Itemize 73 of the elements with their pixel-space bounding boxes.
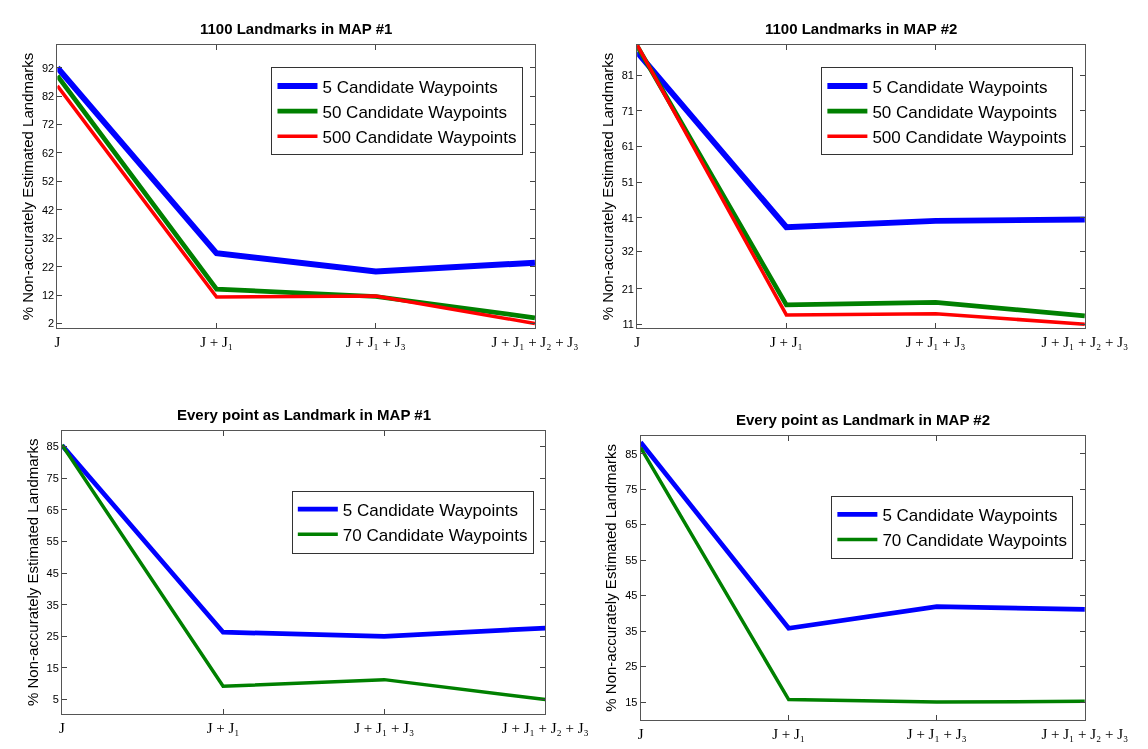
y-tick-label: 2 — [48, 317, 55, 330]
y-tick-label: 61 — [621, 140, 634, 153]
x-tick-label: J + J₁ — [769, 334, 803, 351]
y-tick-label: 85 — [46, 440, 59, 453]
x-tick-label: J + J₁ + J₃ — [905, 334, 966, 351]
x-tick-label: J + J₁ + J₃ — [354, 719, 415, 736]
y-tick-label: 55 — [46, 535, 59, 548]
y-tick-label: 35 — [46, 598, 59, 611]
legend-label: 70 Candidate Waypoints — [882, 531, 1067, 551]
y-tick-label: 5 — [52, 693, 59, 706]
legend-label: 70 Candidate Waypoints — [342, 525, 528, 545]
chart-title: 1100 Landmarks in MAP #2 — [765, 20, 958, 37]
y-tick-label: 35 — [625, 624, 638, 637]
x-tick-label: J + J₁ + J₂ + J₃ — [1041, 725, 1129, 742]
line-series — [61, 443, 546, 702]
y-axis-title: % Non-accurately Estimated Landmarks — [19, 52, 37, 321]
legend-label: 500 Candidate Waypoints — [872, 127, 1067, 147]
y-tick-label: 32 — [621, 245, 634, 258]
legend-label: 50 Candidate Waypoints — [872, 102, 1057, 122]
y-axis-title: % Non-accurately Estimated Landmarks — [602, 444, 620, 712]
x-tick-label: J + J₁ — [206, 719, 240, 736]
y-tick-label: 11 — [622, 318, 634, 331]
x-tick-label: J — [59, 719, 66, 736]
y-tick-label: 22 — [41, 260, 55, 273]
x-tick-label: J + J₁ + J₂ + J₃ — [491, 334, 579, 351]
y-tick-label: 15 — [625, 695, 638, 708]
x-tick-label: J — [637, 725, 644, 742]
y-tick-label: 92 — [41, 61, 55, 74]
y-tick-label: 32 — [41, 232, 55, 245]
y-tick-label: 65 — [625, 518, 638, 531]
x-tick-label: J + J₁ + J₂ + J₃ — [1041, 334, 1129, 351]
legend-label: 5 Candidate Waypoints — [322, 77, 498, 97]
y-axis-title: % Non-accurately Estimated Landmarks — [23, 438, 41, 707]
line-series — [640, 439, 1085, 631]
legend-label: 50 Candidate Waypoints — [322, 102, 508, 122]
y-tick-label: 12 — [41, 288, 55, 301]
y-tick-label: 62 — [41, 146, 55, 159]
y-tick-label: 75 — [625, 483, 638, 495]
legend-label: 5 Candidate Waypoints — [872, 77, 1048, 97]
x-tick-label: J + J₁ — [200, 334, 234, 351]
chart-title: 1100 Landmarks in MAP #1 — [200, 20, 393, 37]
y-tick-label: 52 — [41, 175, 55, 188]
y-tick-label: 85 — [625, 447, 638, 460]
y-axis-title: % Non-accurately Estimated Landmarks — [598, 52, 616, 321]
line-series — [640, 445, 1085, 704]
line-series — [61, 442, 546, 639]
y-tick-label: 75 — [46, 471, 59, 484]
y-tick-label: 51 — [621, 175, 634, 188]
x-tick-label: J + J₁ + J₃ — [906, 725, 967, 742]
y-tick-label: 45 — [46, 566, 59, 579]
legend-label: 500 Candidate Waypoints — [322, 127, 517, 147]
y-tick-label: 41 — [621, 211, 634, 224]
x-tick-label: J — [54, 334, 61, 351]
y-tick-label: 45 — [625, 589, 638, 602]
y-tick-label: 82 — [41, 89, 55, 102]
legend-label: 5 Candidate Waypoints — [882, 506, 1058, 526]
x-tick-label: J — [634, 334, 641, 351]
y-tick-label: 65 — [46, 503, 59, 516]
y-tick-label: 15 — [46, 661, 59, 674]
y-tick-label: 81 — [621, 69, 634, 82]
legend-label: 5 Candidate Waypoints — [342, 500, 518, 520]
x-tick-label: J + J₁ + J₂ + J₃ — [501, 719, 589, 736]
y-tick-label: 72 — [41, 118, 55, 131]
y-tick-label: 25 — [46, 630, 59, 643]
chart-title: Every point as Landmark in MAP #1 — [177, 406, 431, 423]
y-tick-label: 25 — [625, 660, 638, 673]
chart-title: Every point as Landmark in MAP #2 — [736, 411, 990, 428]
x-tick-label: J + J₁ + J₃ — [345, 334, 406, 351]
x-tick-label: J + J₁ — [772, 725, 806, 742]
y-tick-label: 71 — [621, 104, 634, 117]
y-tick-label: 42 — [41, 203, 55, 216]
y-tick-label: 55 — [625, 553, 638, 566]
y-tick-label: 21 — [621, 282, 634, 295]
